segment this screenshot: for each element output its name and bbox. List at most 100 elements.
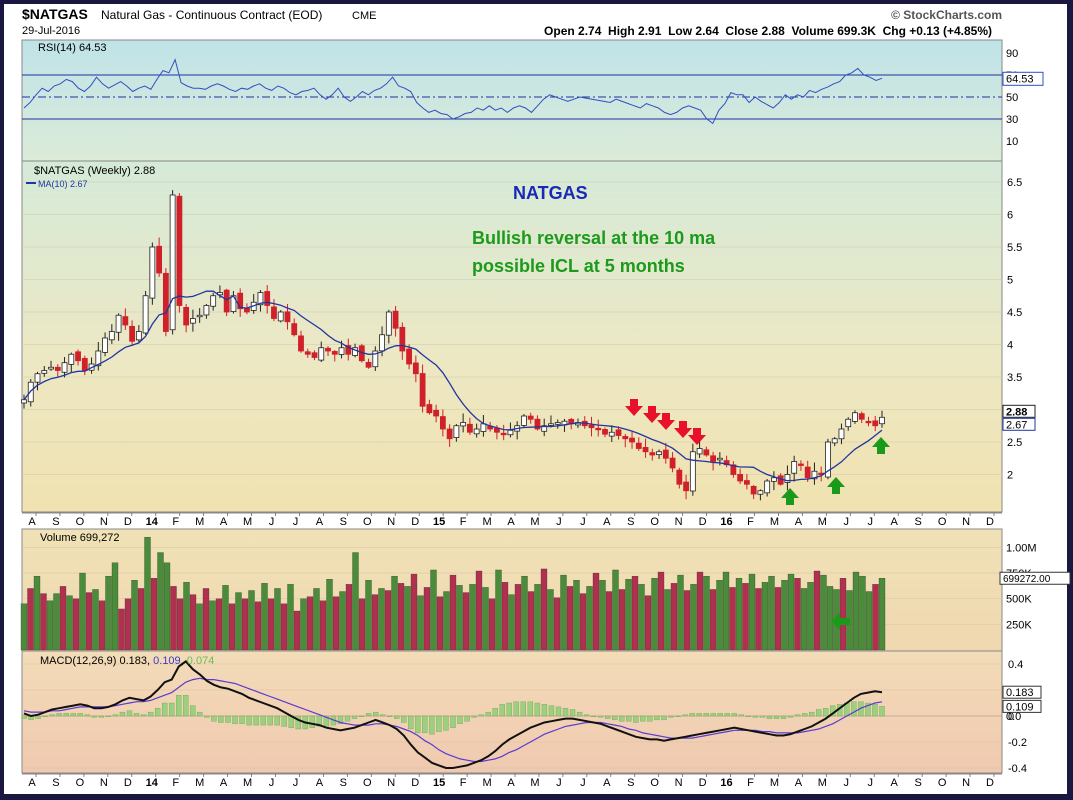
volume-bar xyxy=(735,578,743,651)
volume-bar xyxy=(423,587,431,651)
price-candle-body xyxy=(291,323,298,336)
price-candle-body xyxy=(81,357,88,371)
chart-date: 29-Jul-2016 xyxy=(22,25,80,37)
macd-histogram-bar xyxy=(450,715,456,728)
volume-bar xyxy=(33,575,41,651)
volume-bar xyxy=(456,585,463,651)
price-candle-body xyxy=(879,416,885,425)
macd-histogram-bar xyxy=(119,711,126,717)
volume-bar xyxy=(111,562,119,651)
macd-histogram-bar xyxy=(513,701,519,717)
price-candle-body xyxy=(831,438,838,444)
volume-bar xyxy=(261,583,268,651)
price-candle-body xyxy=(392,310,399,329)
date-axis-top-label: 16 xyxy=(720,516,732,528)
volume-bar xyxy=(300,598,307,651)
price-candle-body xyxy=(95,350,102,367)
price-candle-body xyxy=(710,455,717,462)
macd-histogram-bar xyxy=(408,715,414,730)
macd-histogram-bar xyxy=(872,704,878,717)
macd-histogram-bar xyxy=(422,715,428,734)
date-axis-bottom-label: 14 xyxy=(146,777,159,789)
macd-histogram-bar xyxy=(35,715,41,719)
macd-histogram-bar xyxy=(126,710,133,717)
date-axis-bottom-label: M xyxy=(770,777,779,789)
price-candle-body xyxy=(311,352,318,358)
price-candle-body xyxy=(656,451,662,456)
price-candle-body xyxy=(277,311,284,322)
price-candle-body xyxy=(325,347,331,352)
volume-bar xyxy=(202,588,210,651)
price-candle-body xyxy=(480,423,487,432)
macd-histogram-bar xyxy=(394,715,400,719)
price-candle-body xyxy=(210,295,217,307)
macd-histogram-bar xyxy=(133,713,140,717)
volume-bar xyxy=(800,588,808,651)
red-down-arrow xyxy=(674,421,692,438)
macd-histogram-bar xyxy=(661,715,667,721)
macd-histogram-bar xyxy=(731,713,737,717)
price-candle-body xyxy=(406,348,412,365)
price-candle-body xyxy=(500,432,507,436)
macd-signal-line xyxy=(23,677,883,763)
volume-bar xyxy=(280,603,288,651)
date-axis-top-label: A xyxy=(28,516,36,528)
volume-bar xyxy=(605,591,613,651)
brand-logo: © StockCharts.com xyxy=(891,8,1002,22)
macd-histogram-bar xyxy=(387,715,393,717)
volume-bar xyxy=(183,582,190,651)
volume-bar xyxy=(527,591,535,651)
date-axis-top-label: M xyxy=(482,516,491,528)
macd-histogram-bar xyxy=(703,713,709,717)
volume-bar xyxy=(495,569,502,651)
macd-histogram-bar xyxy=(84,714,90,717)
volume-bar xyxy=(540,568,548,651)
date-axis-top-label: S xyxy=(340,516,347,528)
macd-tick-label: 0.4 xyxy=(1008,659,1023,671)
volume-bar xyxy=(807,582,814,651)
date-axis-bottom-label: M xyxy=(530,777,539,789)
price-candle-body xyxy=(602,429,608,435)
macd-histogram-bar xyxy=(176,695,182,717)
date-axis-top-label: N xyxy=(100,516,108,528)
volume-bar xyxy=(579,593,587,651)
date-axis-bottom-label: N xyxy=(100,777,108,789)
volume-bar xyxy=(638,584,645,651)
macd-histogram-bar xyxy=(344,715,351,722)
price-candle-body xyxy=(75,351,81,362)
volume-bar xyxy=(131,580,138,651)
macd-histogram-bar xyxy=(91,715,97,718)
date-axis-bottom-label: F xyxy=(172,777,179,789)
macd-histogram-bar xyxy=(787,715,794,718)
price-candle-body xyxy=(696,448,703,455)
volume-bar xyxy=(560,574,567,651)
price-candle-body xyxy=(223,289,230,313)
volume-tick-label: 250K xyxy=(1006,619,1032,631)
volume-bar xyxy=(703,575,710,651)
rsi-tick-label: 50 xyxy=(1006,92,1018,104)
volume-bar xyxy=(839,578,847,651)
date-axis-bottom-label: 15 xyxy=(433,777,445,789)
rsi-panel xyxy=(21,39,1003,162)
price-candle-body xyxy=(203,305,210,316)
volume-bar xyxy=(228,603,236,651)
volume-bar xyxy=(98,600,106,651)
date-axis-top-label: A xyxy=(507,516,515,528)
price-candle-body xyxy=(548,423,554,426)
price-candle-body xyxy=(61,362,68,373)
macd-tick-label: -0.4 xyxy=(1008,763,1027,775)
price-candle-body xyxy=(743,480,750,485)
date-axis-top-label: M xyxy=(243,516,252,528)
price-candle-body xyxy=(865,420,872,424)
price-candle-body xyxy=(534,418,541,430)
price-candle-body xyxy=(264,291,271,306)
date-axis-top-label: N xyxy=(962,516,970,528)
macd-histogram-bar xyxy=(21,715,27,719)
macd-histogram-bar xyxy=(183,695,189,717)
red-down-arrow xyxy=(688,428,706,445)
date-axis-top-label: F xyxy=(172,516,179,528)
price-candle-body xyxy=(142,295,149,334)
date-axis-top-label: D xyxy=(124,516,132,528)
volume-bar xyxy=(761,582,769,651)
